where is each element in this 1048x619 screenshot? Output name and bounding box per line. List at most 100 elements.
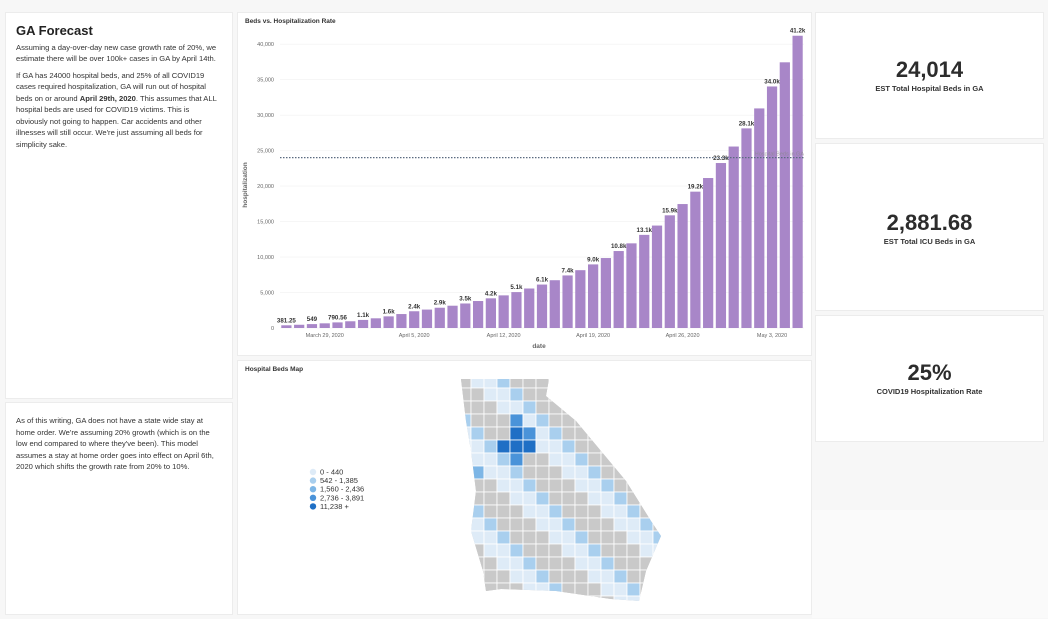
value-label: 5.1k: [510, 284, 523, 291]
county: [535, 379, 550, 389]
county: [574, 478, 589, 493]
county: [600, 452, 615, 467]
county: [509, 556, 524, 571]
background: [812, 510, 1048, 618]
y-tick-label: 10,000: [257, 255, 274, 261]
county: [626, 569, 641, 584]
county: [548, 379, 563, 389]
county: [574, 400, 589, 415]
county: [496, 517, 511, 532]
county: [666, 531, 679, 544]
county: [461, 582, 472, 597]
county: [470, 582, 485, 597]
value-label: 23.3k: [713, 155, 729, 162]
county: [496, 439, 511, 454]
county: [666, 440, 679, 453]
county: [626, 387, 641, 402]
county: [470, 387, 485, 402]
county: [509, 439, 524, 454]
county: [666, 505, 679, 518]
county: [574, 582, 589, 597]
x-tick-label: March 29, 2020: [306, 333, 344, 339]
county: [535, 569, 550, 584]
bar: [498, 295, 509, 328]
value-label: 6.1k: [536, 277, 549, 284]
county: [535, 413, 550, 428]
county: [600, 504, 615, 519]
county: [574, 517, 589, 532]
county: [587, 582, 602, 597]
county: [626, 465, 641, 480]
bar: [434, 307, 445, 328]
county: [470, 530, 485, 545]
bar: [626, 243, 637, 328]
county: [587, 478, 602, 493]
county: [509, 452, 524, 467]
bar: [319, 323, 330, 328]
county: [535, 452, 550, 467]
county: [587, 517, 602, 532]
county: [496, 426, 511, 441]
county: [470, 379, 485, 389]
county: [548, 439, 563, 454]
county: [561, 582, 576, 597]
bar: [383, 316, 394, 328]
county: [535, 504, 550, 519]
county: [626, 491, 641, 506]
county: [613, 517, 628, 532]
bar: [472, 301, 484, 328]
county: [600, 439, 615, 454]
county: [613, 387, 628, 402]
county: [652, 517, 661, 532]
county: [652, 569, 661, 584]
county: [574, 491, 589, 506]
county: [574, 413, 589, 428]
county: [483, 543, 498, 558]
county: [652, 582, 661, 597]
county: [626, 582, 641, 597]
county: [548, 387, 563, 402]
county: [509, 504, 524, 519]
value-label: 9.0k: [587, 256, 600, 263]
county: [548, 530, 563, 545]
kpi-card: 25% COVID19 Hospitalization Rate: [815, 315, 1044, 442]
county: [483, 400, 498, 415]
paragraph: Assuming a day-over-day new case growth …: [16, 42, 217, 64]
x-tick-label: April 26, 2020: [666, 333, 700, 339]
county: [613, 465, 628, 480]
county: [639, 582, 654, 597]
county: [652, 491, 661, 506]
bar: [779, 62, 790, 328]
county: [561, 504, 576, 519]
county: [600, 569, 615, 584]
county: [652, 452, 661, 467]
y-tick-label: 35,000: [257, 78, 274, 84]
county: [483, 595, 498, 601]
county: [613, 439, 628, 454]
bar: [562, 275, 573, 328]
county: [639, 400, 654, 415]
county: [574, 439, 589, 454]
county: [483, 569, 498, 584]
value-label: 28.1k: [739, 120, 755, 127]
bar: [357, 319, 369, 328]
county: [600, 387, 615, 402]
bar: [575, 270, 586, 328]
county: [587, 530, 602, 545]
text: If GA has 24000 hospital beds, and 25% o…: [16, 70, 206, 103]
bar: [281, 325, 292, 328]
county: [639, 504, 654, 519]
county: [574, 569, 589, 584]
bar: [639, 234, 650, 328]
county: [483, 379, 498, 389]
county: [600, 379, 615, 389]
county: [483, 452, 498, 467]
county: [666, 570, 679, 583]
y-tick-label: 25,000: [257, 149, 274, 155]
county: [522, 413, 537, 428]
value-label: 790.56: [328, 314, 347, 321]
county: [666, 479, 679, 492]
county: [509, 426, 524, 441]
county: [587, 569, 602, 584]
county: [522, 582, 537, 597]
